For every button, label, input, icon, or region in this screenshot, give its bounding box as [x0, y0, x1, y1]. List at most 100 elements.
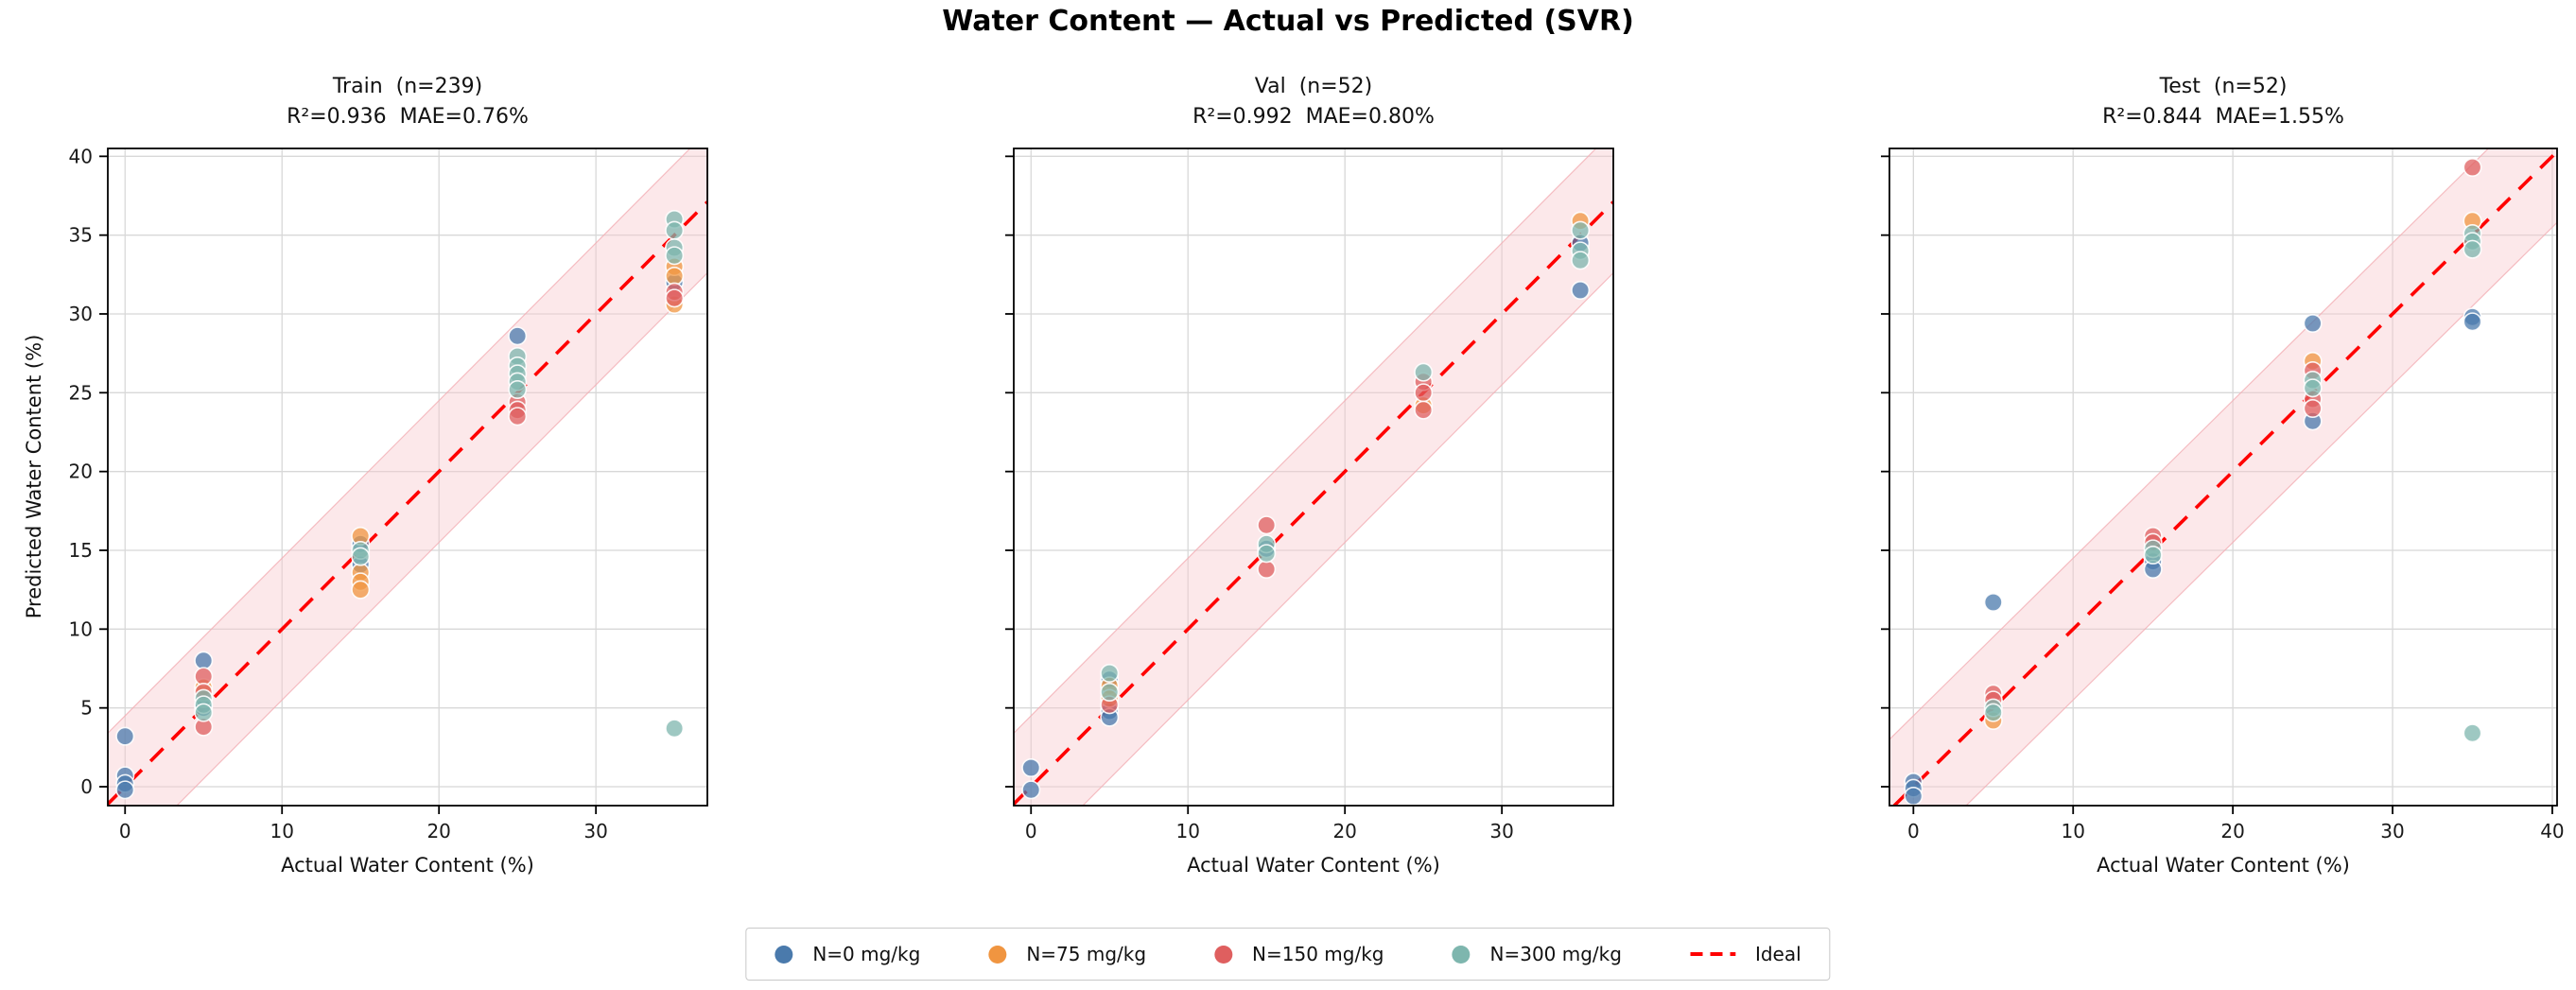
- x-tick-label: 10: [1175, 820, 1199, 842]
- x-tick-label: 10: [2062, 820, 2085, 842]
- test-plot-ticks: 0 10 20 30 40: [1881, 155, 2565, 842]
- data-point: [1414, 362, 1434, 382]
- legend-marker-icon: [1214, 945, 1233, 964]
- y-tick-label: 0: [80, 775, 93, 798]
- data-point: [508, 379, 528, 399]
- val-stats-line: R²=0.992 MAE=0.80%: [1192, 105, 1435, 129]
- data-point: [665, 220, 685, 240]
- test-plot-tolerance-band: [1889, 148, 2557, 806]
- data-point: [508, 407, 528, 426]
- data-point: [2303, 398, 2323, 418]
- val-plot-ideal-line: [1014, 200, 1613, 806]
- data-point: [1983, 592, 2003, 612]
- figure-title: Water Content — Actual vs Predicted (SVR…: [942, 5, 1634, 38]
- test-xaxis-label: Actual Water Content (%): [2097, 854, 2350, 877]
- y-tick-label: 40: [69, 145, 93, 167]
- data-point: [2303, 313, 2323, 333]
- train-plot-ideal-line: [108, 200, 707, 806]
- legend-label: N=0 mg/kg: [812, 943, 921, 965]
- data-point: [508, 326, 528, 346]
- data-point: [2303, 378, 2323, 398]
- x-tick-label: 30: [1489, 820, 1513, 842]
- val-plot-ticks: 0 10 20 30: [1005, 155, 1514, 842]
- y-tick-label: 20: [69, 460, 93, 483]
- data-point: [1414, 383, 1434, 403]
- test-plot-title: Test (n=52) R²=0.844 MAE=1.55%: [1889, 72, 2557, 132]
- legend-label: N=150 mg/kg: [1252, 943, 1384, 965]
- y-tick-label: 10: [69, 617, 93, 640]
- train-xaxis-label: Actual Water Content (%): [281, 854, 534, 877]
- train-plot-title: Train (n=239) R²=0.936 MAE=0.76%: [108, 72, 707, 132]
- data-point: [1983, 703, 2003, 722]
- data-point: [1571, 220, 1591, 240]
- data-point: [1571, 251, 1591, 270]
- y-tick-label: 35: [69, 224, 93, 247]
- data-point: [665, 719, 685, 738]
- data-point: [2143, 545, 2163, 564]
- y-tick-label: 30: [69, 303, 93, 325]
- data-point: [1021, 757, 1041, 777]
- legend-item-ideal: Ideal: [1689, 943, 1801, 965]
- x-tick-label: 30: [2380, 820, 2404, 842]
- train-plot-series-N300: [194, 210, 685, 738]
- data-point: [194, 667, 214, 686]
- data-point: [1257, 515, 1277, 535]
- train-title-line: Train (n=239): [332, 75, 483, 98]
- val-plot-tolerance-band: [1014, 148, 1613, 806]
- legend-marker-icon: [775, 945, 793, 964]
- x-tick-label: 20: [1332, 820, 1356, 842]
- x-tick-label: 0: [1907, 820, 1920, 842]
- data-point: [1257, 544, 1277, 564]
- test-plot: 0 10 20 30 40: [1881, 148, 2565, 842]
- data-point: [1571, 280, 1591, 300]
- data-point: [2463, 312, 2482, 332]
- legend-marker-icon: [988, 945, 1007, 964]
- legend-label: N=75 mg/kg: [1026, 943, 1147, 965]
- data-point: [2463, 723, 2482, 743]
- data-point: [194, 703, 214, 722]
- data-point: [351, 547, 371, 566]
- data-point: [115, 726, 135, 746]
- legend-label: Ideal: [1754, 943, 1801, 965]
- data-point: [1021, 780, 1041, 800]
- data-point: [1904, 786, 1923, 806]
- data-point: [1414, 400, 1434, 420]
- y-tick-label: 5: [80, 697, 93, 720]
- train-plot-tolerance-band: [108, 148, 707, 806]
- yaxis-label: Predicted Water Content (%): [23, 334, 45, 619]
- data-point: [194, 651, 214, 670]
- legend-label: N=300 mg/kg: [1489, 943, 1622, 965]
- legend: N=0 mg/kg N=75 mg/kg N=150 mg/kg N=300 mg/k…: [745, 928, 1831, 981]
- x-tick-label: 20: [2220, 820, 2244, 842]
- val-xaxis-label: Actual Water Content (%): [1187, 854, 1440, 877]
- data-point: [2463, 239, 2482, 259]
- train-plot-ticks: 0 10 20 30 0 5 10 15 20 25 30 35 40: [69, 145, 608, 842]
- test-plot-spines: [1888, 148, 2558, 807]
- test-title-line: Test (n=52): [2159, 75, 2288, 98]
- x-tick-label: 0: [1025, 820, 1037, 842]
- val-title-line: Val (n=52): [1254, 75, 1373, 98]
- data-point: [1100, 682, 1120, 702]
- x-tick-label: 20: [426, 820, 450, 842]
- y-tick-label: 25: [69, 381, 93, 404]
- data-point: [2463, 158, 2482, 178]
- x-tick-label: 10: [270, 820, 293, 842]
- x-tick-label: 0: [119, 820, 131, 842]
- legend-item-n75: N=75 mg/kg: [988, 943, 1146, 965]
- test-plot-ideal-line: [1892, 150, 2557, 806]
- data-point: [351, 580, 371, 599]
- x-tick-label: 40: [2540, 820, 2564, 842]
- data-point: [665, 266, 685, 286]
- train-stats-line: R²=0.936 MAE=0.76%: [287, 105, 529, 129]
- train-plot: 0 10 20 30 0 5 10 15 20 25 30 35 40: [69, 145, 708, 842]
- train-plot-spines: [107, 148, 708, 807]
- train-plot-grid: [108, 148, 707, 806]
- y-tick-label: 15: [69, 539, 93, 562]
- legend-marker-icon: [1452, 945, 1471, 964]
- val-plot: 0 10 20 30: [1005, 148, 1614, 842]
- ideal-dashed-line-icon: [1689, 952, 1735, 956]
- x-tick-label: 30: [583, 820, 607, 842]
- data-point: [1100, 663, 1120, 683]
